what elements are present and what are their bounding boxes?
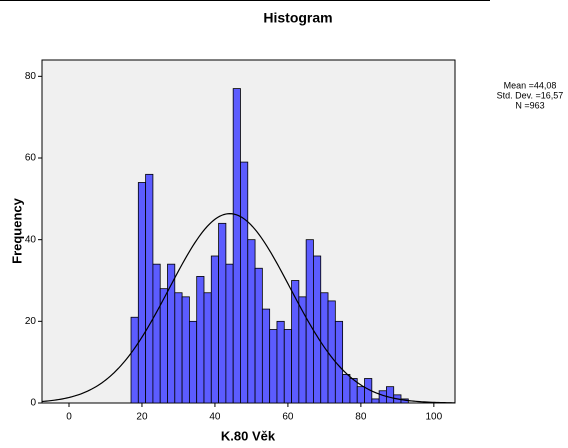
y-tick-label: 20 xyxy=(25,316,37,327)
bar xyxy=(152,263,161,404)
bar xyxy=(218,222,227,404)
bar xyxy=(181,296,190,404)
bar xyxy=(232,88,241,404)
x-tick-label: 80 xyxy=(355,412,367,423)
bar xyxy=(371,398,380,404)
x-axis-title: K.80 Věk xyxy=(221,428,276,443)
x-tick-label: 20 xyxy=(136,412,148,423)
bar xyxy=(313,255,322,404)
bar xyxy=(159,288,168,404)
normal-curve xyxy=(41,213,456,404)
bar xyxy=(291,280,300,404)
bar xyxy=(145,173,154,404)
bar xyxy=(188,320,198,404)
bar xyxy=(210,255,219,404)
bar xyxy=(196,276,205,404)
bar xyxy=(386,386,395,404)
y-tick-label: 80 xyxy=(25,71,37,82)
bar xyxy=(378,390,387,404)
bar xyxy=(261,308,271,404)
bar xyxy=(174,292,183,404)
x-tick-label: 60 xyxy=(282,412,294,423)
bar xyxy=(356,386,365,404)
bar xyxy=(305,239,314,404)
chart-title: Histogram xyxy=(263,10,332,26)
bar xyxy=(130,316,139,404)
x-tick-label: 100 xyxy=(425,412,442,423)
bar xyxy=(137,182,147,404)
x-tick-label: 0 xyxy=(66,412,72,423)
bar xyxy=(247,239,256,404)
bar xyxy=(269,329,278,404)
bar xyxy=(342,374,351,404)
bar xyxy=(276,320,285,404)
bar xyxy=(283,329,292,404)
stat-label: Mean =44,08 xyxy=(504,80,557,90)
bar xyxy=(240,161,249,404)
y-tick-label: 40 xyxy=(25,234,37,245)
bar xyxy=(203,292,212,404)
y-tick-label: 60 xyxy=(25,153,37,164)
x-tick-label: 40 xyxy=(209,412,221,423)
bar xyxy=(225,263,234,404)
y-axis-title: Frequency xyxy=(9,197,24,264)
stat-label: Std. Dev. =16,57 xyxy=(497,90,564,100)
bar xyxy=(254,267,263,404)
y-tick-label: 0 xyxy=(30,398,36,409)
bar xyxy=(298,296,307,404)
stat-label: N =963 xyxy=(515,100,544,110)
bar xyxy=(327,300,336,404)
